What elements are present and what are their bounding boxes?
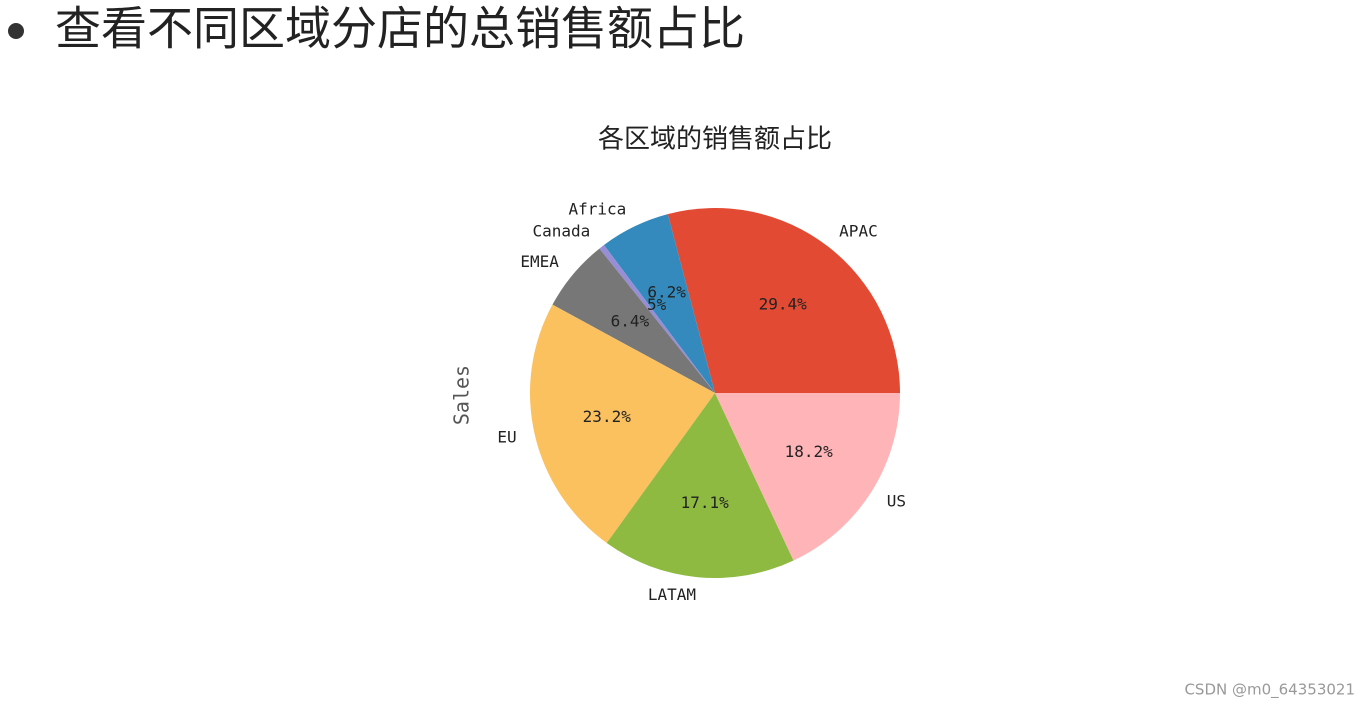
value-label: 6.4% bbox=[611, 311, 650, 330]
category-label: US bbox=[887, 492, 906, 511]
watermark: CSDN @m0_64353021 bbox=[1184, 681, 1355, 700]
category-label: LATAM bbox=[648, 585, 696, 604]
category-label: Africa bbox=[569, 199, 627, 218]
bullet bbox=[8, 23, 24, 39]
value-label: 6.2% bbox=[647, 283, 686, 302]
value-label: 18.2% bbox=[785, 442, 834, 461]
y-axis-label: Sales bbox=[450, 365, 474, 425]
category-label: Canada bbox=[533, 222, 591, 241]
category-label: EU bbox=[497, 428, 516, 447]
value-label: 17.1% bbox=[681, 493, 730, 512]
chart-title: 各区域的销售额占比 bbox=[598, 125, 832, 155]
heading: 查看不同区域分店的总销售额占比 bbox=[55, 2, 745, 56]
category-label: APAC bbox=[839, 221, 878, 240]
value-label: 29.4% bbox=[759, 295, 808, 314]
pie-wedge bbox=[606, 393, 794, 578]
category-label: EMEA bbox=[520, 252, 559, 271]
pie-wedge bbox=[667, 207, 900, 393]
pie-wedge bbox=[599, 245, 715, 393]
pie-wedge bbox=[715, 393, 900, 561]
pie: APAC29.4%Africa6.2%Canada0.5%EMEA6.4%EU2… bbox=[497, 199, 906, 604]
pie-wedge bbox=[552, 248, 715, 393]
pie-wedge bbox=[603, 214, 715, 393]
pie-wedge bbox=[529, 304, 715, 544]
value-label: 23.2% bbox=[583, 407, 632, 426]
